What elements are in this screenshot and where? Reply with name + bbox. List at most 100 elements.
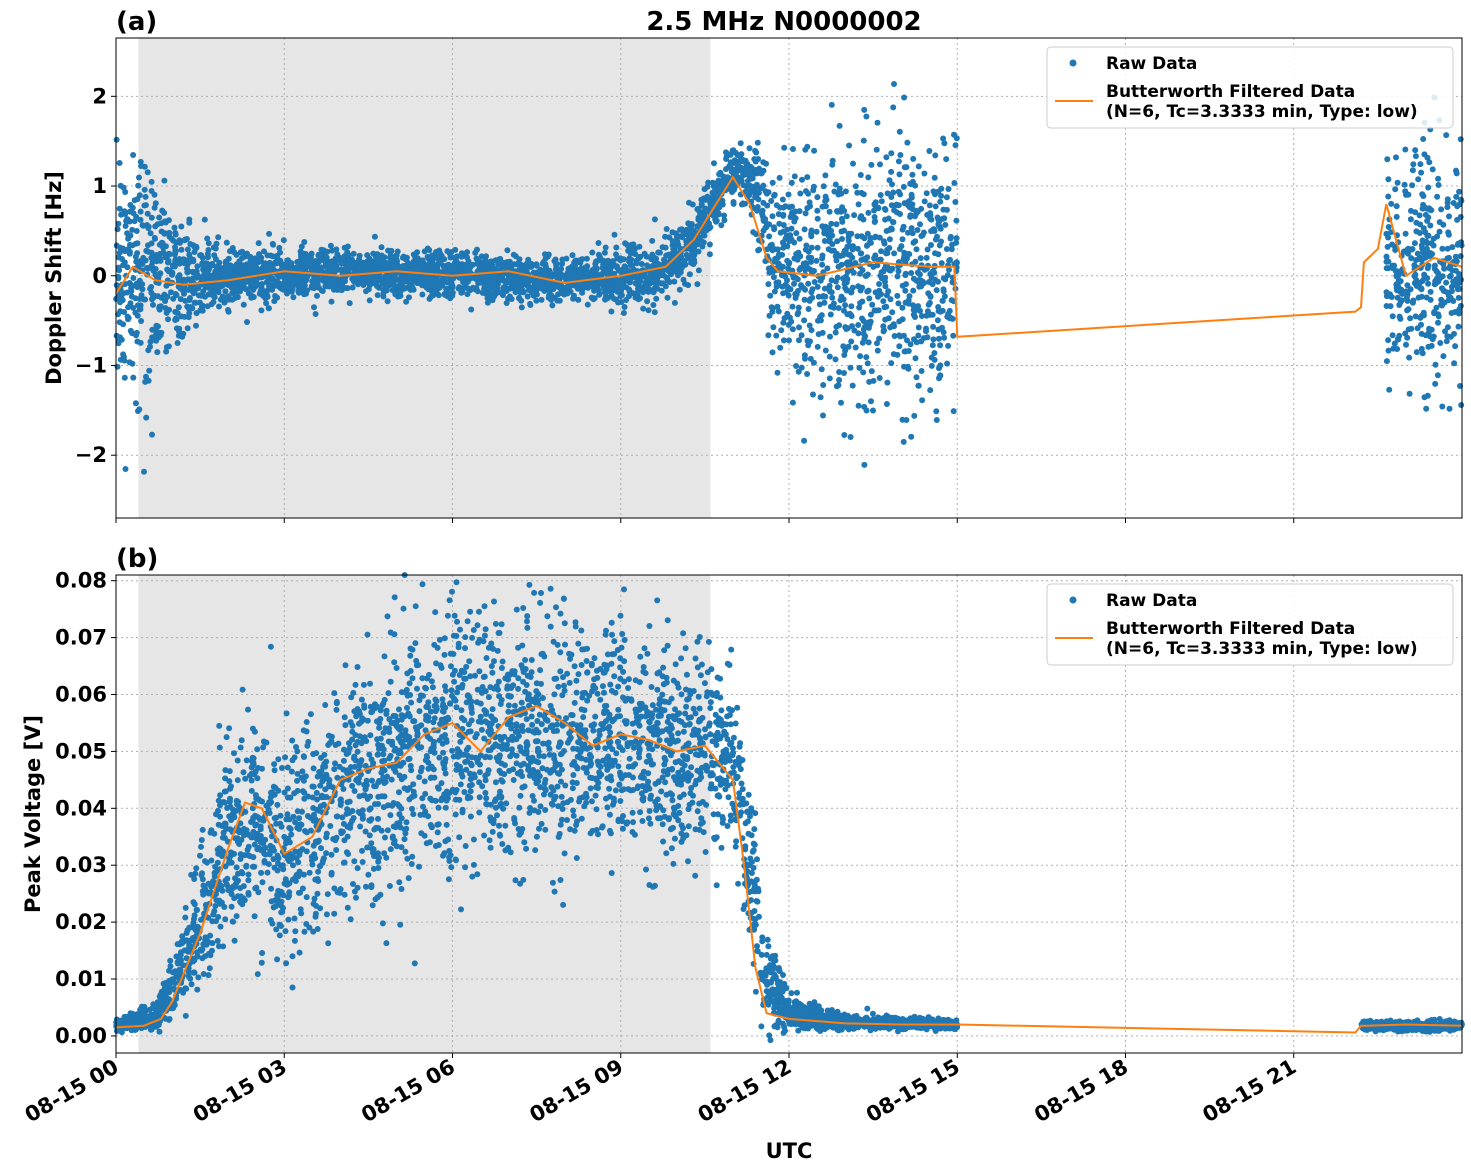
raw-data-point [794,989,800,996]
raw-data-point [1416,230,1423,236]
raw-data-point [789,399,796,406]
raw-data-point [876,335,883,342]
raw-data-point [867,311,874,318]
raw-data-point [316,258,323,265]
raw-data-point [838,190,845,197]
raw-data-point [1385,234,1392,241]
raw-data-point [1404,246,1411,253]
raw-data-point [373,283,380,289]
raw-data-point [116,205,123,212]
raw-data-point [919,397,926,404]
raw-data-point [820,412,826,419]
raw-data-point [766,312,773,319]
raw-data-point [927,210,934,217]
raw-data-point [1451,360,1458,367]
raw-data-point [945,186,952,192]
raw-data-point [909,171,916,178]
raw-data-point [696,212,703,219]
raw-data-point [704,193,711,200]
raw-data-point [426,247,433,253]
raw-data-point [1419,245,1426,252]
raw-data-point [805,254,812,261]
raw-data-point [133,329,140,336]
raw-data-point [792,291,799,297]
raw-data-point [131,197,138,204]
raw-data-point [888,194,895,200]
raw-data-point [923,328,929,335]
raw-data-point [680,261,687,268]
raw-data-point [1434,193,1441,200]
raw-data-point [720,177,727,184]
raw-data-point [925,301,932,308]
raw-data-point [204,251,211,257]
raw-data-point [953,235,960,242]
raw-data-point [314,292,320,299]
raw-data-point [132,253,139,260]
raw-data-point [214,937,221,944]
raw-data-point [883,228,890,234]
raw-data-point [814,207,821,214]
raw-data-point [717,185,724,192]
raw-data-point [551,888,558,895]
raw-data-point [887,296,894,303]
raw-data-point [941,334,948,341]
raw-data-point [930,323,937,330]
raw-data-point [950,408,957,415]
raw-data-point [231,750,237,757]
raw-data-point [274,294,281,301]
raw-data-point [672,268,679,275]
raw-data-point [905,297,912,304]
raw-data-point [601,249,608,256]
raw-data-point [1456,188,1463,195]
raw-data-point [504,259,510,266]
raw-data-point [194,986,201,993]
raw-data-point [811,147,818,154]
raw-data-point [810,359,817,366]
raw-data-point [820,382,827,388]
raw-data-point [788,179,795,186]
raw-data-point [865,209,872,216]
raw-data-point [222,288,229,295]
raw-data-point [831,188,838,195]
raw-data-point [187,241,194,247]
raw-data-point [1426,159,1433,166]
raw-data-point [141,468,147,475]
raw-data-point [297,275,304,282]
raw-data-point [900,183,907,190]
raw-data-point [345,262,352,268]
raw-data-point [917,255,924,262]
raw-data-point [580,714,587,721]
raw-data-point [1439,245,1446,252]
raw-data-point [645,307,652,314]
raw-data-point [1406,390,1413,397]
raw-data-point [793,230,800,237]
raw-data-point [807,338,813,345]
raw-data-point [1412,313,1419,320]
legend-filtered-label-line1: Butterworth Filtered Data [1106,82,1355,102]
raw-data-point [145,377,152,384]
raw-data-point [397,288,404,295]
raw-data-point [217,268,224,275]
raw-data-point [1427,288,1434,295]
raw-data-point [369,777,375,784]
raw-data-point [940,286,947,293]
raw-data-point [1412,147,1419,154]
raw-data-point [832,278,839,285]
raw-data-point [932,203,939,210]
raw-data-point [855,201,862,208]
raw-data-point [1445,231,1452,238]
raw-data-point [1418,321,1424,328]
raw-data-point [904,139,911,146]
raw-data-point [182,1012,189,1019]
raw-data-point [295,859,302,866]
raw-data-point [856,364,863,371]
raw-data-point [854,233,861,240]
raw-data-point [849,246,856,253]
raw-data-point [912,258,919,265]
raw-data-point [638,261,645,267]
raw-data-point [163,344,170,351]
raw-data-point [1396,313,1403,320]
panel-a: (a) 210−1−2 Doppler Shift [Hz] Raw Data … [42,7,1465,523]
raw-data-point [841,280,848,287]
raw-data-point [901,348,908,355]
